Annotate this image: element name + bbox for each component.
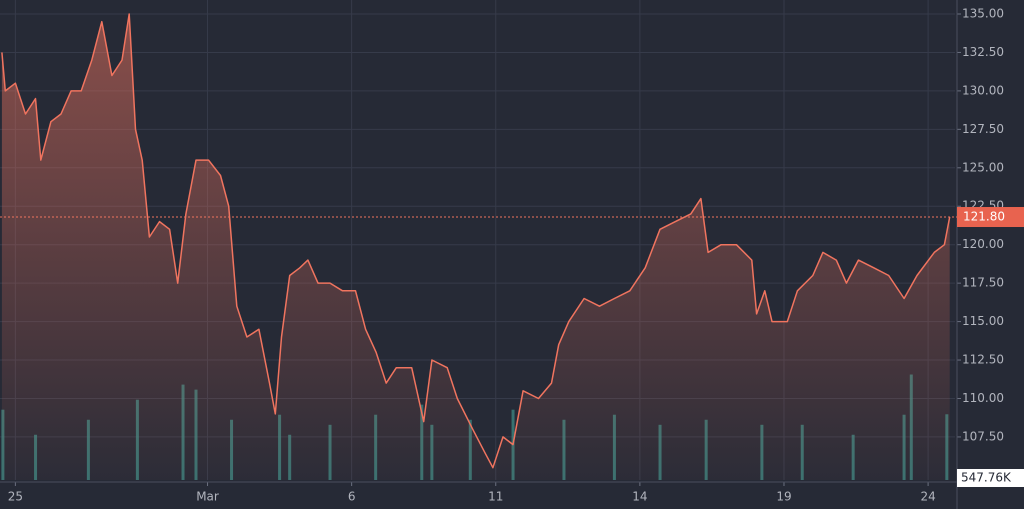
y-tick-label: 127.50: [962, 122, 1004, 136]
price-area: [1, 14, 950, 480]
x-tick-label: 14: [632, 490, 647, 504]
x-tick-label: 6: [348, 490, 356, 504]
y-tick-label: 112.50: [962, 353, 1004, 367]
y-tick-label: 120.00: [962, 237, 1004, 251]
y-tick-label: 132.50: [962, 45, 1004, 59]
y-tick-label: 125.00: [962, 160, 1004, 174]
volume-label: 547.76K: [961, 471, 1012, 485]
y-tick-label: 110.00: [962, 391, 1004, 405]
y-tick-label: 115.00: [962, 314, 1004, 328]
y-tick-label: 117.50: [962, 276, 1004, 290]
x-tick-label: 24: [920, 490, 935, 504]
x-tick-label: 11: [488, 490, 503, 504]
last-price-label: 121.80: [963, 210, 1005, 224]
x-tick-label: 25: [8, 490, 23, 504]
y-tick-label: 130.00: [962, 83, 1004, 97]
x-tick-label: Mar: [196, 490, 219, 504]
price-line: [1, 13, 951, 469]
volume-label-box: [957, 469, 1024, 487]
last-price-box: [957, 207, 1024, 228]
y-tick-label: 107.50: [962, 429, 1004, 443]
y-tick-label: 135.00: [962, 6, 1004, 20]
x-tick-label: 19: [776, 490, 791, 504]
